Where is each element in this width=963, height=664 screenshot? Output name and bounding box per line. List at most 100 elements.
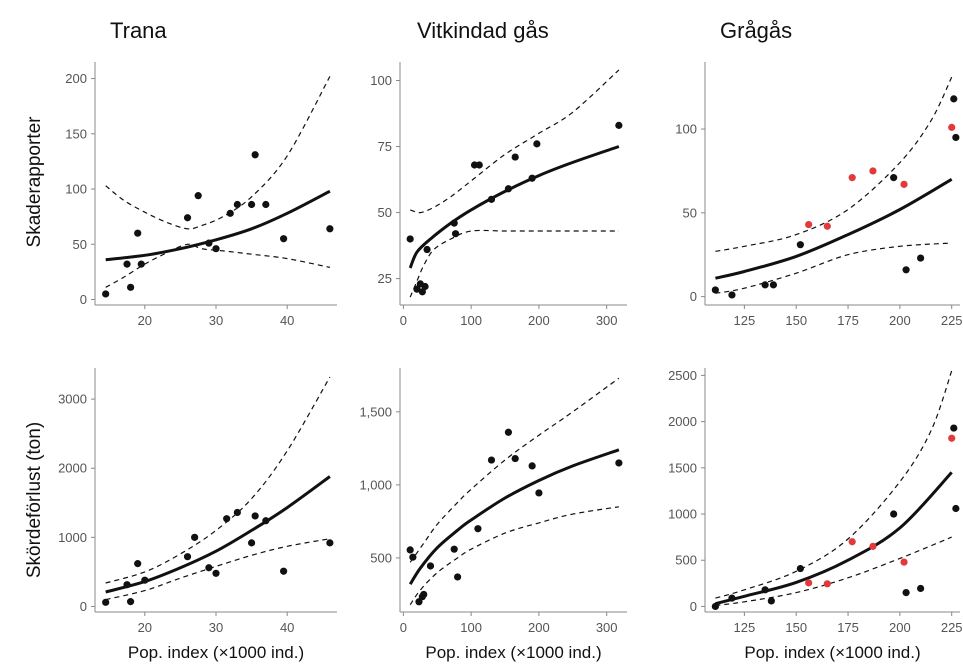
ci-upper-line — [410, 69, 620, 214]
data-point — [420, 590, 428, 599]
x-tick-label: 225 — [941, 620, 963, 635]
data-point-highlight — [823, 580, 831, 588]
y-tick-label: 100 — [370, 73, 392, 88]
x-tick-label: 0 — [400, 620, 407, 635]
data-point — [711, 602, 719, 611]
data-point — [262, 200, 270, 209]
ci-upper-line — [105, 76, 331, 230]
data-point — [262, 517, 270, 525]
x-tick-label: 200 — [528, 620, 550, 635]
x-tick-label: 40 — [280, 620, 294, 635]
panel-vitkindad-skord: 500 1,000 1,500 0 100 200 300 Pop. index (×1000… — [359, 368, 627, 662]
data-point — [511, 454, 519, 463]
data-point-highlight — [869, 167, 877, 175]
data-point — [453, 573, 462, 581]
data-point — [191, 533, 199, 541]
data-point-highlight — [900, 180, 908, 188]
y-tick-label: 2500 — [668, 368, 697, 383]
data-point — [761, 281, 769, 289]
data-point — [535, 489, 543, 497]
data-point — [487, 456, 496, 464]
x-axis-label: Pop. index (×1000 ind.) — [425, 643, 601, 662]
data-point — [123, 581, 131, 589]
data-point — [126, 598, 135, 606]
data-point — [247, 539, 256, 547]
data-point — [251, 151, 259, 159]
data-point-highlight — [869, 542, 877, 550]
data-point — [475, 161, 483, 169]
y-tick-label: 2000 — [58, 461, 87, 476]
data-point — [247, 200, 256, 209]
column-title-vitkindad: Vitkindad gås — [417, 18, 549, 43]
data-point — [406, 235, 414, 243]
column-title-trana: Trana — [110, 18, 167, 43]
data-point-highlight — [823, 222, 831, 230]
x-tick-label: 125 — [734, 313, 756, 328]
panel-gragas-skador: 0 50 100 125 150 175 200 225 — [675, 62, 963, 328]
data-point — [126, 283, 135, 291]
data-point — [487, 195, 496, 203]
ci-upper-line — [105, 376, 331, 584]
data-point — [917, 584, 925, 593]
x-tick-label: 150 — [785, 620, 807, 635]
data-point — [183, 553, 192, 561]
y-tick-label: 0 — [690, 289, 697, 304]
data-point — [415, 598, 423, 606]
y-tick-label: 50 — [683, 205, 697, 220]
data-point — [451, 230, 460, 238]
ci-upper-line — [409, 377, 620, 563]
x-tick-label: 125 — [734, 620, 756, 635]
data-point — [423, 245, 431, 254]
data-point-highlight — [948, 434, 956, 442]
x-tick-label: 20 — [138, 620, 152, 635]
y-tick-label: 1000 — [668, 507, 697, 522]
data-point — [450, 545, 458, 553]
column-title-gragas: Grågås — [720, 18, 792, 43]
panel-trana-skord: 0 1000 2000 3000 20 30 40 Pop. index (×1000 ind… — [58, 368, 337, 662]
x-axis-label: Pop. index (×1000 ind.) — [744, 643, 920, 662]
data-point-highlight — [848, 174, 856, 182]
data-point — [102, 598, 110, 606]
data-point — [890, 174, 898, 182]
data-point — [426, 562, 435, 570]
y-tick-label: 1000 — [58, 530, 87, 545]
x-tick-label: 30 — [209, 620, 223, 635]
data-point — [134, 229, 142, 237]
x-tick-label: 175 — [837, 620, 859, 635]
x-tick-label: 100 — [460, 620, 482, 635]
data-point-highlight — [848, 538, 856, 546]
data-point — [474, 525, 482, 533]
y-tick-label: 100 — [675, 122, 697, 137]
data-point — [796, 241, 804, 249]
data-point — [528, 174, 536, 182]
x-tick-label: 175 — [837, 313, 859, 328]
ci-lower-line — [409, 506, 619, 606]
data-point — [194, 192, 202, 200]
data-point — [233, 200, 241, 209]
data-point — [212, 569, 220, 577]
panel-vitkindad-skador: 25 50 75 100 0 100 200 300 — [370, 62, 627, 328]
x-tick-label: 30 — [209, 313, 223, 328]
y-tick-label: 0 — [80, 292, 87, 307]
data-point — [902, 588, 910, 597]
y-tick-label: 1,000 — [359, 477, 392, 492]
data-point — [767, 597, 775, 605]
data-point-highlight — [948, 123, 956, 131]
x-tick-label: 0 — [400, 313, 407, 328]
y-tick-label: 1500 — [668, 460, 697, 475]
data-point — [212, 245, 220, 253]
data-point — [233, 508, 241, 517]
data-point — [890, 510, 898, 518]
data-point — [504, 428, 513, 436]
y-tick-label: 200 — [65, 71, 87, 86]
data-point — [326, 225, 334, 233]
data-point — [413, 285, 421, 293]
y-tick-label: 25 — [378, 271, 392, 286]
fit-line — [715, 178, 953, 280]
ci-lower-line — [715, 242, 952, 294]
data-point — [533, 140, 541, 148]
ci-lower-line — [105, 538, 331, 601]
x-axis-label: Pop. index (×1000 ind.) — [128, 643, 304, 662]
x-tick-label: 200 — [528, 313, 550, 328]
